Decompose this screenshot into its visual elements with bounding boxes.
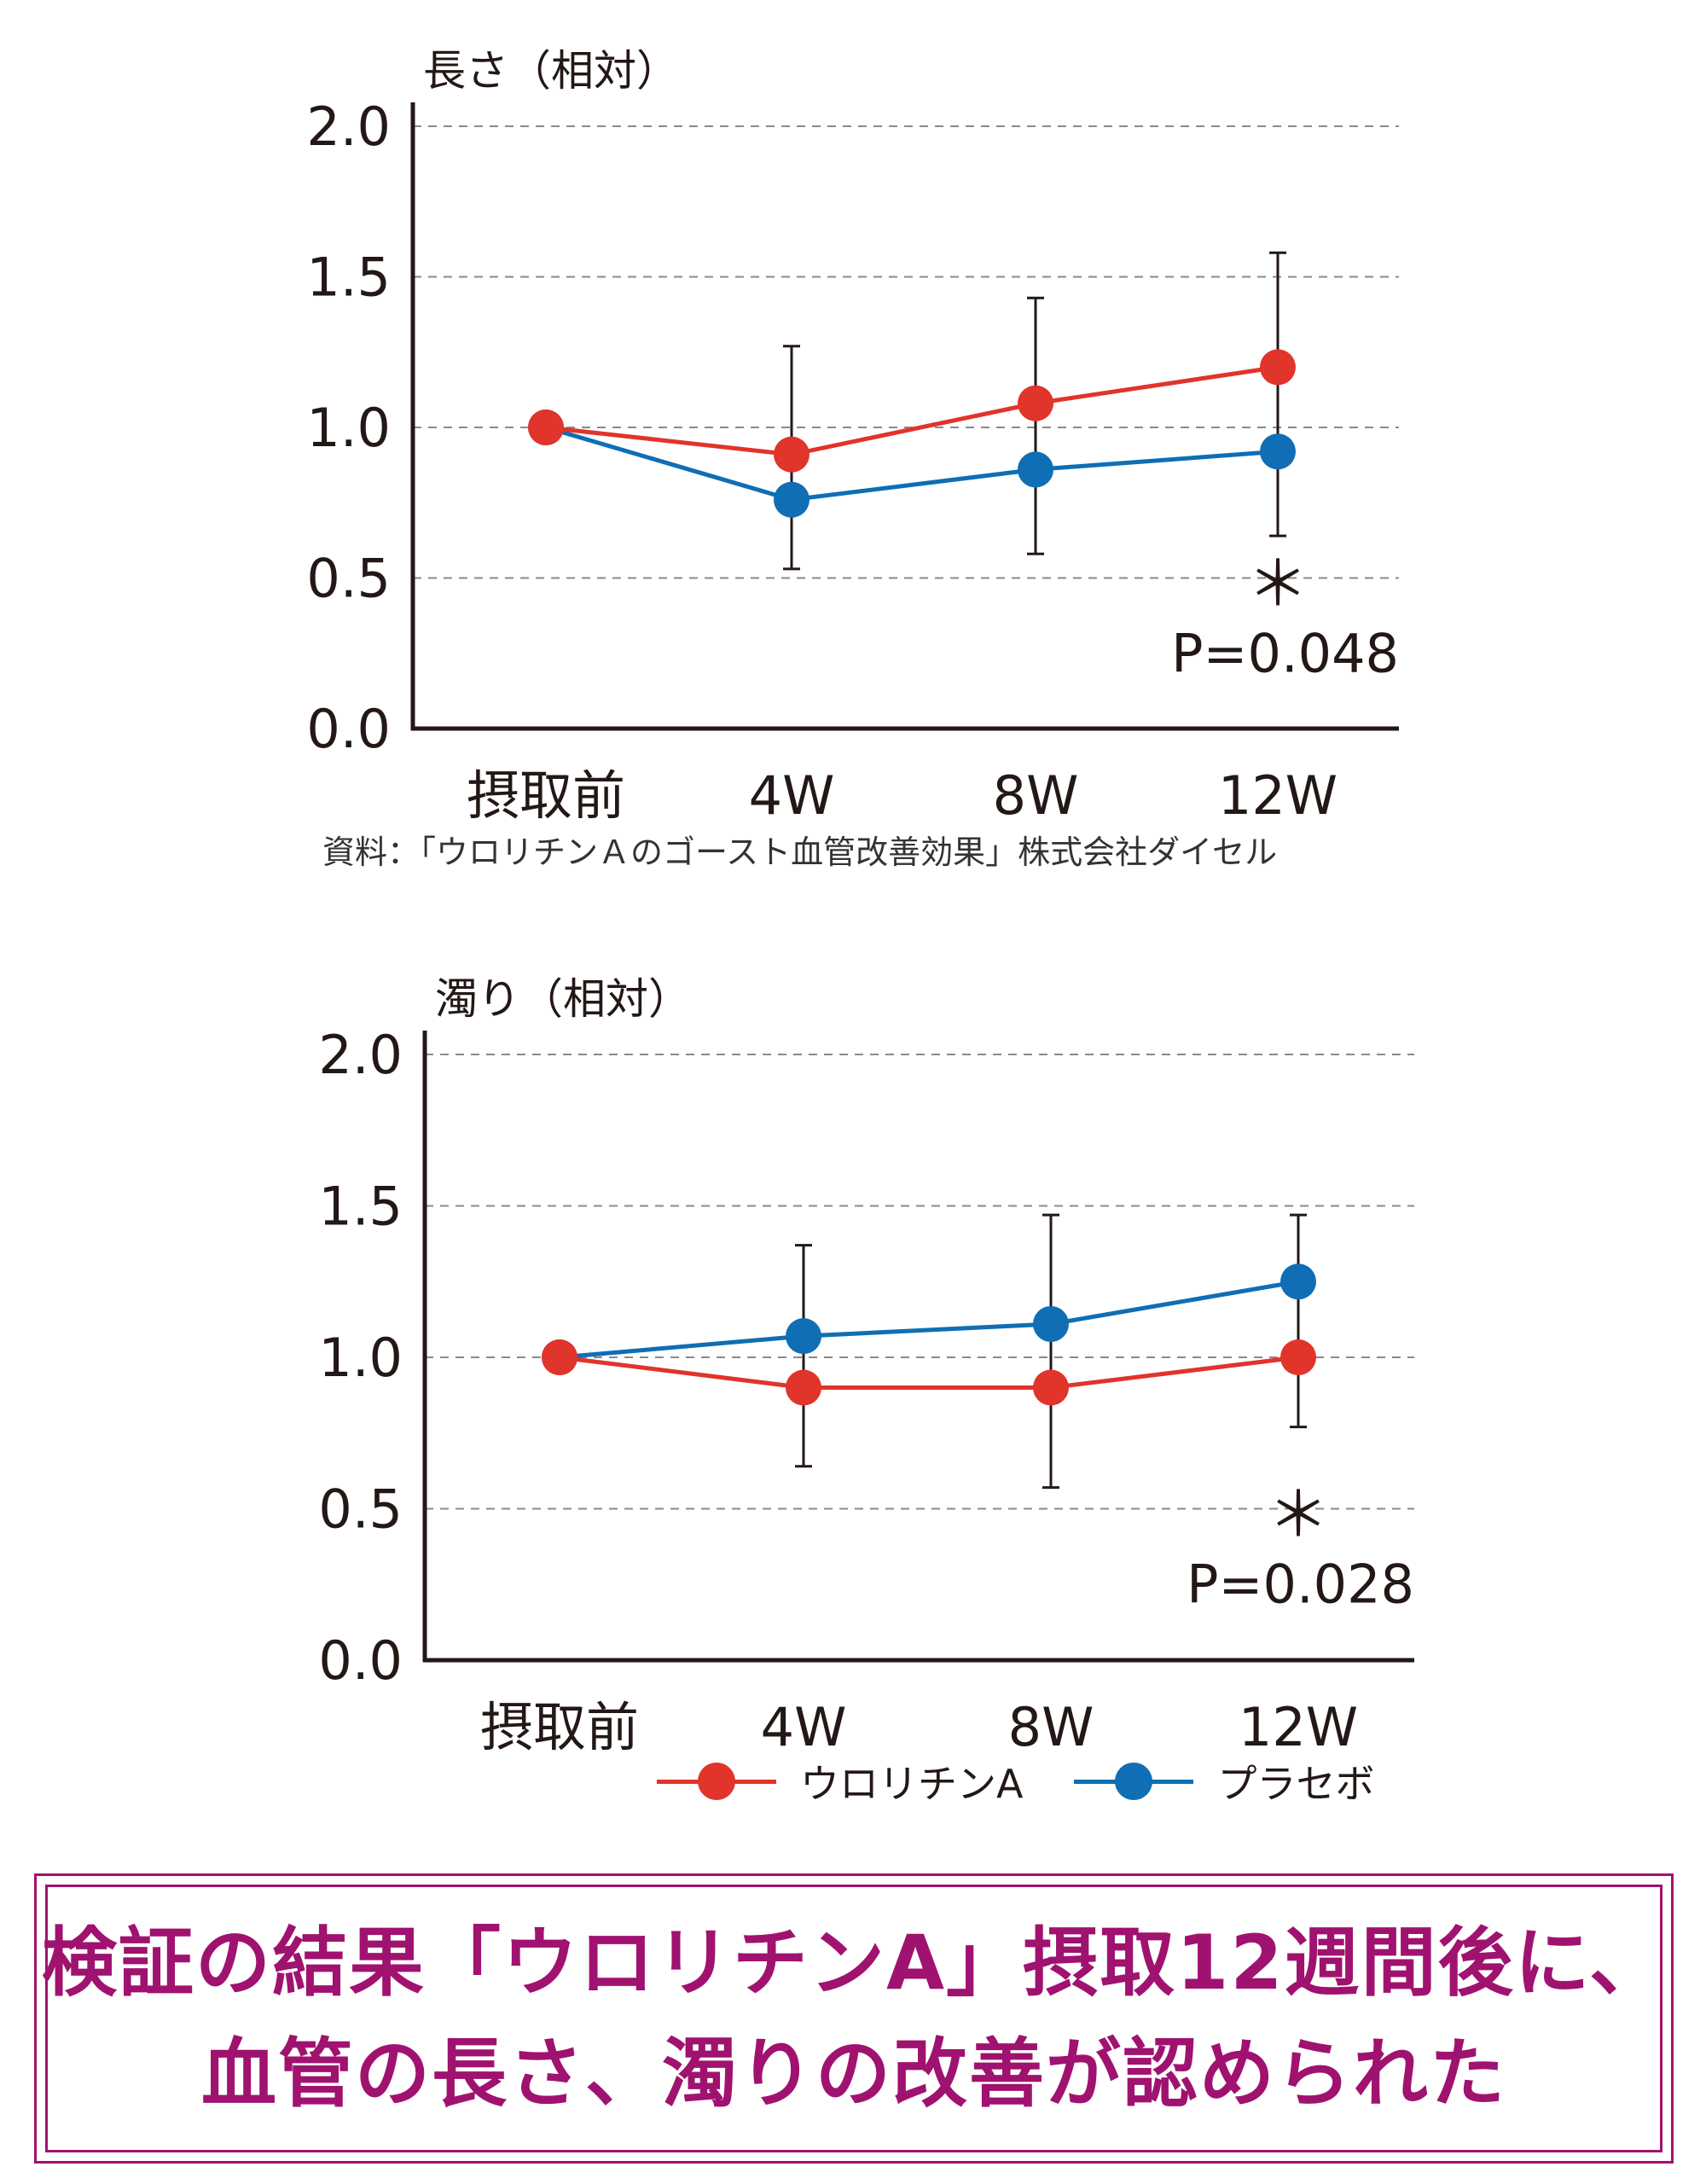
y-axis-title: 濁り（相対） — [435, 974, 691, 1024]
legend-item-urolithin: ウロリチンA — [657, 1753, 1023, 1809]
data-point — [774, 436, 809, 473]
series-line — [559, 1355, 1299, 1390]
legend: ウロリチンA プラセボ — [657, 1747, 1425, 1815]
y-tick-label: 0.5 — [306, 548, 391, 610]
data-point — [1033, 1305, 1069, 1342]
x-tick-label: 12W — [1239, 1696, 1358, 1758]
y-tick-label: 1.5 — [306, 247, 391, 309]
y-tick-label: 0.0 — [318, 1629, 403, 1692]
p-value-label: P=0.048 — [1171, 623, 1399, 685]
significance-mark: ＊ — [1247, 549, 1309, 620]
series-line — [545, 425, 1279, 502]
series-line — [545, 364, 1279, 457]
x-tick-label: 4W — [761, 1696, 847, 1758]
y-axis-title: 長さ（相対） — [423, 46, 679, 96]
legend-label-placebo: プラセボ — [1217, 1761, 1375, 1807]
y-tick-label: 1.5 — [318, 1176, 403, 1238]
data-point — [1280, 1263, 1316, 1300]
legend-swatch-placebo — [1074, 1756, 1194, 1807]
significance-mark: ＊ — [1268, 1479, 1329, 1551]
data-point — [786, 1369, 821, 1406]
legend-item-placebo: プラセボ — [1074, 1753, 1374, 1809]
x-tick-label: 4W — [749, 764, 835, 827]
data-point — [1280, 1339, 1316, 1375]
conclusion-inner-frame: 検証の結果「ウロリチンA」摂取12週間後に、 血管の長さ、濁りの改善が認められた — [42, 1885, 1664, 2152]
source-note: 資料：「ウロリチンＡのゴースト血管改善効果」株式会社ダイセル — [322, 834, 1278, 871]
conclusion-line-2: 血管の長さ、濁りの改善が認められた — [200, 2030, 1506, 2117]
y-tick-label: 2.0 — [318, 1024, 403, 1086]
data-point — [1018, 451, 1053, 488]
turbidity-chart: 濁り（相対） 0.0 0.5 1.0 1.5 2.0 摂取前 4W 8W 12W ＊P=0.028 — [318, 974, 1414, 1758]
legend-dot-placebo — [1115, 1763, 1153, 1800]
p-value-label: P=0.028 — [1187, 1554, 1414, 1616]
x-tick-label: 摂取前 — [467, 764, 625, 827]
y-tick-label: 1.0 — [318, 1327, 403, 1389]
data-point — [1260, 349, 1296, 386]
data-point — [1260, 433, 1296, 470]
y-tick-label: 0.5 — [318, 1478, 403, 1541]
data-point — [774, 481, 809, 518]
x-tick-label: 8W — [1008, 1696, 1094, 1758]
data-point — [786, 1318, 821, 1355]
legend-label-urolithin: ウロリチンA — [800, 1761, 1024, 1807]
data-point — [1033, 1369, 1069, 1406]
legend-swatch-urolithin — [657, 1756, 776, 1807]
y-tick-label: 2.0 — [306, 96, 391, 158]
y-tick-label: 1.0 — [306, 397, 391, 459]
y-tick-label: 0.0 — [306, 698, 391, 760]
x-tick-label: 12W — [1218, 764, 1338, 827]
data-point — [542, 1339, 577, 1375]
data-point — [528, 410, 564, 445]
legend-dot-urolithin — [698, 1763, 735, 1800]
data-point — [1018, 385, 1053, 421]
series-line — [559, 1279, 1299, 1360]
x-tick-label: 摂取前 — [480, 1696, 639, 1758]
conclusion-box: 検証の結果「ウロリチンA」摂取12週間後に、 血管の長さ、濁りの改善が認められた — [34, 1873, 1674, 2164]
length-chart: 長さ（相対） 0.0 0.5 1.0 1.5 2.0 摂取前 4W 8W 12W ＊P=0.048 — [306, 46, 1399, 827]
x-tick-label: 8W — [993, 764, 1079, 827]
conclusion-line-1: 検証の結果「ウロリチンA」摂取12週間後に、 — [42, 1919, 1666, 2007]
